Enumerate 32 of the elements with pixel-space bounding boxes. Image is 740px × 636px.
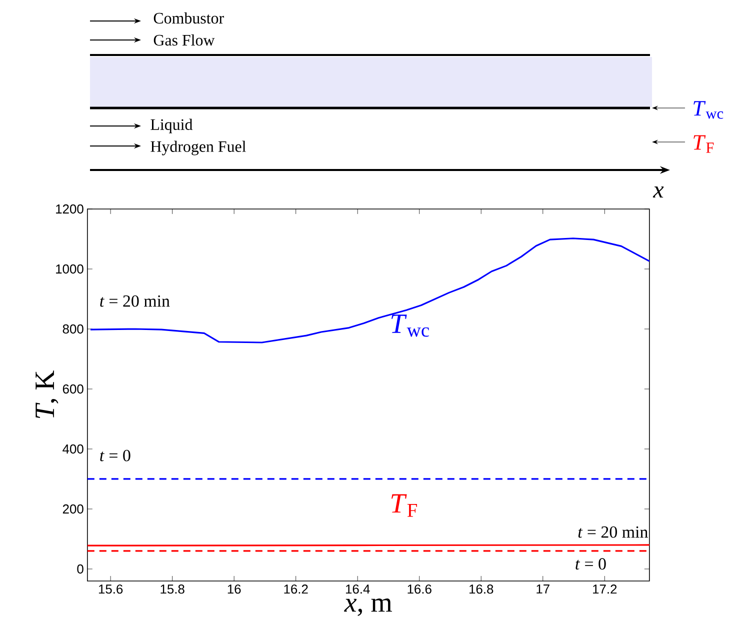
y-tick-label: 400 [62,444,84,454]
x-tick-label: 16.6 [408,584,432,594]
y-tick-label: 0 [77,564,84,574]
x-tick-label: 16 [228,584,241,594]
y-tick-label: 1000 [56,264,84,274]
text: T$_{wc}$ [694,101,724,119]
x-tick-label: 17.2 [593,584,617,594]
annotation: t = 20 min [100,295,170,307]
y-tick-label: 200 [62,504,84,514]
x-axis-title: x, m [344,598,392,616]
x-tick-label: 16.2 [284,584,308,594]
text: x [652,186,664,198]
x-tick-label: 15.6 [98,584,123,594]
text: T$_{F}$ [694,135,714,153]
y-tick-label: 800 [62,324,84,334]
annotation: t = 20 min [578,526,648,538]
x-tick-label: 17 [536,584,550,594]
x-tick-label: 15.8 [160,584,184,594]
y-tick-label: 600 [62,384,84,394]
x-tick-label: 16.8 [470,584,494,594]
annotation: T$_{F}$ [392,494,417,517]
annotation: t = 0 [576,558,606,570]
annotation: T$_{wc}$ [392,314,429,337]
text: Gas Flow [154,34,215,46]
x-tick-label: 16.4 [346,584,370,594]
y-axis-title: T, K [36,370,58,418]
annotation: t = 0 [100,450,130,462]
line-series [90,238,650,344]
text: Hydrogen Fuel [150,140,246,156]
y-tick-label: 1200 [56,204,84,214]
text: Liquid [150,118,193,134]
text: Combustor [154,12,224,24]
